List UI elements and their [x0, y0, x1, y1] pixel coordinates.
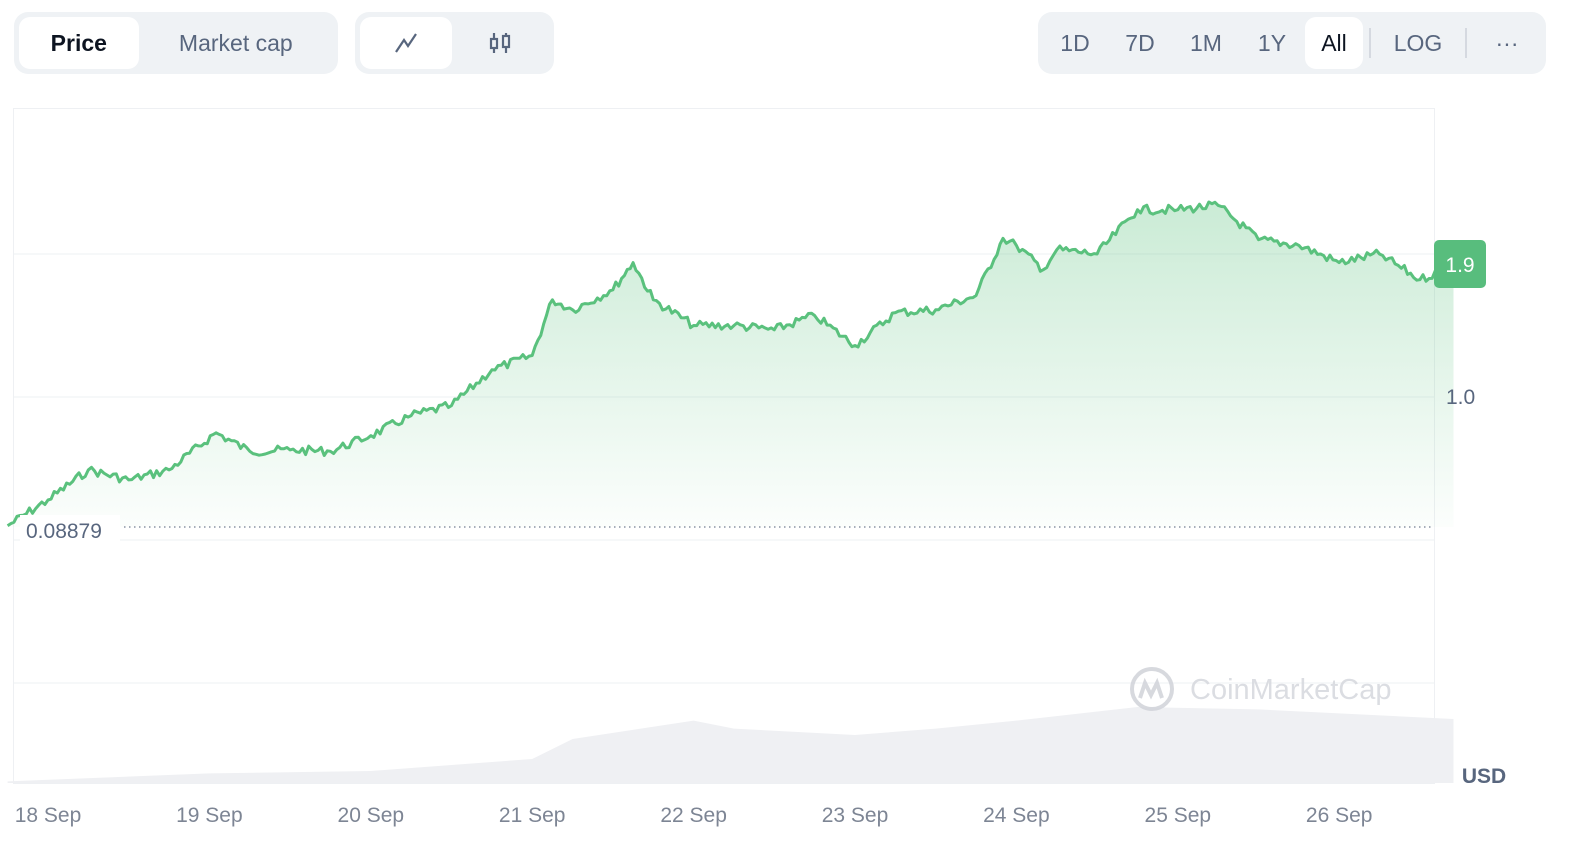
divider: [1465, 28, 1467, 58]
price-line: [6, 200, 1455, 527]
volume-area: [7, 707, 1454, 783]
watermark-text: CoinMarketCap: [1190, 674, 1391, 706]
x-tick-label: 22 Sep: [660, 804, 727, 827]
range-1d[interactable]: 1D: [1060, 29, 1090, 56]
x-tick-label: 20 Sep: [338, 804, 405, 827]
line-chart-icon: [395, 33, 417, 53]
x-tick-label: 25 Sep: [1145, 804, 1212, 827]
baseline-label: 0.08879: [26, 520, 102, 543]
plot-frame: [13, 108, 1435, 784]
x-tick-label: 23 Sep: [822, 804, 889, 827]
candlestick-button[interactable]: [452, 17, 547, 69]
range-toggle: 1D 7D 1M 1Y All LOG ···: [1038, 12, 1546, 74]
current-price-label: 1.9: [1445, 254, 1474, 277]
tab-price[interactable]: Price: [19, 17, 139, 69]
x-tick-label: 26 Sep: [1306, 804, 1373, 827]
x-tick-label: 19 Sep: [176, 804, 243, 827]
range-all[interactable]: All: [1305, 17, 1363, 69]
current-price-badge: [1434, 240, 1486, 288]
watermark-logo: CoinMarketCap: [1130, 667, 1391, 711]
divider: [1369, 28, 1371, 58]
more-options-button[interactable]: ···: [1495, 29, 1519, 56]
x-tick-label: 18 Sep: [15, 804, 82, 827]
range-1y[interactable]: 1Y: [1257, 29, 1287, 56]
currency-label: USD: [1462, 765, 1506, 788]
price-area: [7, 202, 1454, 527]
line-chart-button[interactable]: [360, 17, 452, 69]
log-scale-button[interactable]: LOG: [1393, 29, 1443, 56]
chart-type-toggle: [355, 12, 554, 74]
metric-toggle: Price Market cap: [14, 12, 338, 74]
tab-market-cap[interactable]: Market cap: [178, 29, 293, 56]
candlestick-icon: [489, 33, 510, 53]
range-1m[interactable]: 1M: [1190, 29, 1222, 56]
range-7d[interactable]: 7D: [1125, 29, 1155, 56]
baseline-label-bg: [20, 515, 120, 543]
y-tick-label: 1.0: [1446, 386, 1475, 409]
x-tick-label: 21 Sep: [499, 804, 566, 827]
x-tick-label: 24 Sep: [983, 804, 1050, 827]
